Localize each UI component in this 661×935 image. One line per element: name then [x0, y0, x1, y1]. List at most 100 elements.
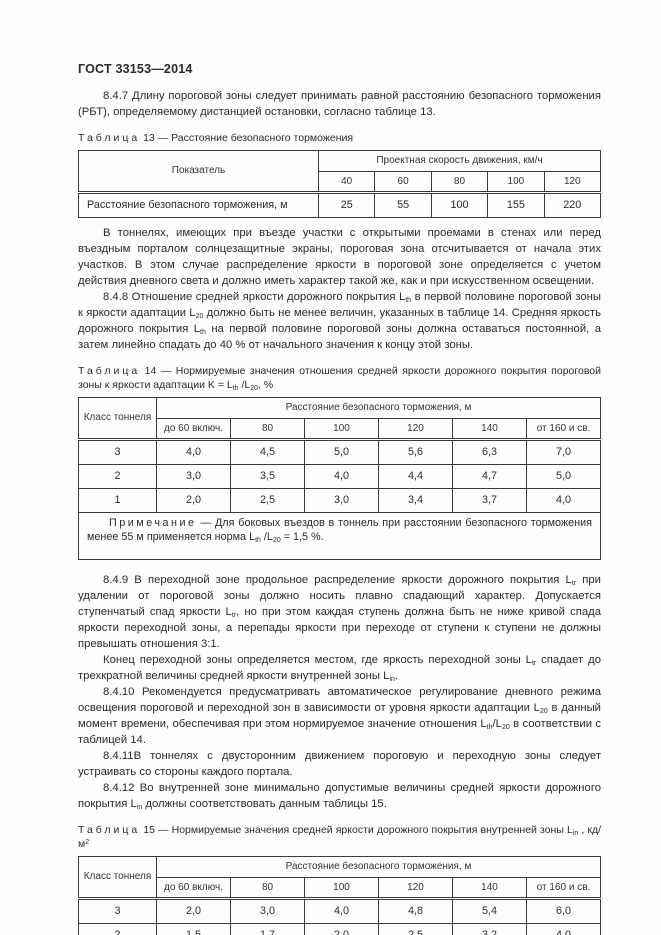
caption-text: 14 — Нормируемые значения отношения сред…	[78, 364, 601, 393]
table14-caption: Таблица 14 — Нормируемые значения отноше…	[78, 364, 601, 393]
value-cell: 220	[543, 191, 602, 218]
speed-cell: 60	[374, 170, 432, 194]
value-cell: 5,0	[526, 463, 601, 489]
value-cell: 4,7	[452, 463, 527, 489]
tunnel-class-cell: 2	[78, 463, 157, 489]
caption-text: 13 — Расстояние безопасного торможения	[143, 132, 354, 144]
value-cell: 55	[374, 191, 432, 218]
value-cell: 4,8	[378, 897, 453, 924]
value-cell: 1,7	[230, 922, 305, 935]
paragraph-8-4-10: 8.4.10 Рекомендуется предусматривать авт…	[78, 685, 602, 746]
table-subheader-row: до 60 включ. 80 100 120 140 от 160 и св.	[79, 417, 601, 441]
table-row: 2 1,5 1,7 2,0 2,5 3,2 4,0	[78, 922, 601, 935]
distance-cell: до 60 включ.	[156, 417, 231, 441]
table-row: 3 2,0 3,0 4,0 4,8 5,4 6,0	[78, 897, 601, 924]
table-13-braking-distance: Показатель Проектная скорость движения, …	[78, 149, 602, 218]
paragraph-8-4-9a: 8.4.9 В переходной зоне продольное распр…	[78, 573, 601, 650]
paragraph-8-4-7: 8.4.7 Длину пороговой зоны следует прини…	[78, 90, 601, 118]
value-cell: 4,4	[378, 463, 453, 489]
table-header-row: Показатель Проектная скорость движения, …	[78, 149, 601, 194]
speed-cell: 40	[317, 170, 376, 194]
distance-cell: 120	[378, 876, 453, 900]
speed-cell: 80	[430, 170, 489, 194]
value-cell: 2,0	[156, 897, 231, 924]
tunnel-class-cell: 1	[78, 487, 157, 513]
table-15-interior-zone-luminance: Класс тоннеля Расстояние безопасного тор…	[78, 855, 601, 935]
table-14-threshold-zone-luminance: Класс тоннеля Расстояние безопасного тор…	[78, 396, 601, 560]
value-cell: 1,5	[156, 922, 231, 935]
value-cell: 2,5	[378, 922, 453, 935]
distance-group-header-cell: Расстояние безопасного торможения, м	[156, 855, 601, 878]
value-cell: 3,5	[230, 463, 305, 489]
value-cell: 2,0	[156, 487, 231, 513]
distance-cell: 80	[230, 417, 305, 441]
row-label-cell: Расстояние безопасного торможения, м	[78, 191, 319, 218]
value-cell: 2,5	[230, 487, 305, 513]
speed-cell: 100	[487, 170, 545, 194]
caption-label: Таблица	[78, 132, 141, 144]
tunnel-class-cell: 2	[78, 922, 157, 935]
table-header-row: Класс тоннеля Расстояние безопасного тор…	[78, 855, 601, 900]
table-row: 3 4,0 4,5 5,0 5,6 6,3 7,0	[78, 438, 601, 465]
caption-label: Таблица	[78, 364, 141, 377]
caption-label: Таблица	[78, 823, 141, 836]
distance-cell: 100	[304, 417, 379, 441]
paragraph-8-4-11: 8.4.11В тоннелях с двусторонним движение…	[78, 749, 601, 778]
value-cell: 5,4	[452, 897, 527, 924]
value-cell: 3,2	[452, 922, 527, 935]
value-cell: 25	[317, 191, 376, 218]
value-cell: 7,0	[526, 438, 601, 465]
value-cell: 3,0	[230, 897, 305, 924]
note-text: — Для боковых въездов в тоннель при расс…	[87, 516, 592, 545]
table-note-cell: Примечание — Для боковых въездов в тонне…	[78, 511, 601, 560]
paragraph-8-4-12: 8.4.12 Во внутренней зоне минимально доп…	[78, 781, 601, 811]
distance-cell: от 160 и св.	[526, 876, 601, 900]
indicator-header-cell: Показатель	[78, 149, 319, 194]
tunnel-class-cell: 3	[78, 438, 157, 465]
value-cell: 3,0	[156, 463, 231, 489]
value-cell: 3,0	[304, 487, 379, 513]
distance-cell: 140	[452, 876, 527, 900]
tunnel-class-header-cell: Класс тоннеля	[78, 855, 157, 900]
value-cell: 4,0	[304, 897, 379, 924]
value-cell: 4,0	[526, 922, 601, 935]
paragraph-8-4-9b: Конец переходной зоны определяется место…	[78, 653, 601, 683]
distance-cell: до 60 включ.	[156, 876, 231, 900]
table-subheader-row: 40 60 80 100 120	[79, 170, 602, 194]
table-row: 1 2,0 2,5 3,0 3,4 3,7 4,0	[78, 487, 601, 513]
value-cell: 4,0	[156, 438, 231, 465]
table-note-text: Примечание — Для боковых въездов в тонне…	[87, 516, 592, 545]
value-cell: 5,0	[304, 438, 379, 465]
value-cell: 4,0	[304, 463, 379, 489]
value-cell: 3,4	[378, 487, 453, 513]
tunnel-class-cell: 3	[78, 897, 157, 924]
note-label: Примечание	[109, 516, 197, 529]
table-row: 2 3,0 3,5 4,0 4,4 4,7 5,0	[78, 463, 601, 489]
paragraph-tunnels: В тоннелях, имеющих при въезде участки с…	[78, 226, 601, 287]
distance-cell: 80	[230, 876, 305, 900]
value-cell: 2,0	[304, 922, 379, 935]
value-cell: 4,5	[230, 438, 305, 465]
distance-cell: 120	[378, 417, 453, 441]
distance-group-header-cell: Расстояние безопасного торможения, м	[156, 396, 601, 419]
value-cell: 4,0	[526, 487, 601, 513]
table-row: Расстояние безопасного торможения, м 25 …	[78, 191, 602, 218]
table-note-row: Примечание — Для боковых въездов в тонне…	[78, 511, 601, 560]
caption-text: 15 — Нормируемые значения средней яркост…	[78, 823, 601, 851]
table-subheader-row: до 60 включ. 80 100 120 140 от 160 и св.	[79, 876, 601, 900]
tunnel-class-header-cell: Класс тоннеля	[78, 396, 157, 441]
value-cell: 6,3	[452, 438, 527, 465]
value-cell: 3,7	[452, 487, 527, 513]
value-cell: 100	[430, 191, 489, 218]
page-content: ГОСТ 33153—2014 8.4.7 Длину пороговой зо…	[78, 62, 601, 935]
standard-number-header: ГОСТ 33153—2014	[78, 62, 193, 76]
value-cell: 6,0	[526, 897, 601, 924]
speed-cell: 120	[543, 170, 602, 194]
value-cell: 155	[487, 191, 545, 218]
speed-group-header-cell: Проектная скорость движения, км/ч	[318, 149, 601, 172]
distance-cell: 100	[304, 876, 379, 900]
value-cell: 5,6	[378, 438, 453, 465]
table13-caption: Таблица 13 — Расстояние безопасного торм…	[78, 131, 601, 146]
table15-caption: Таблица 15 — Нормируемые значения средне…	[78, 823, 601, 852]
